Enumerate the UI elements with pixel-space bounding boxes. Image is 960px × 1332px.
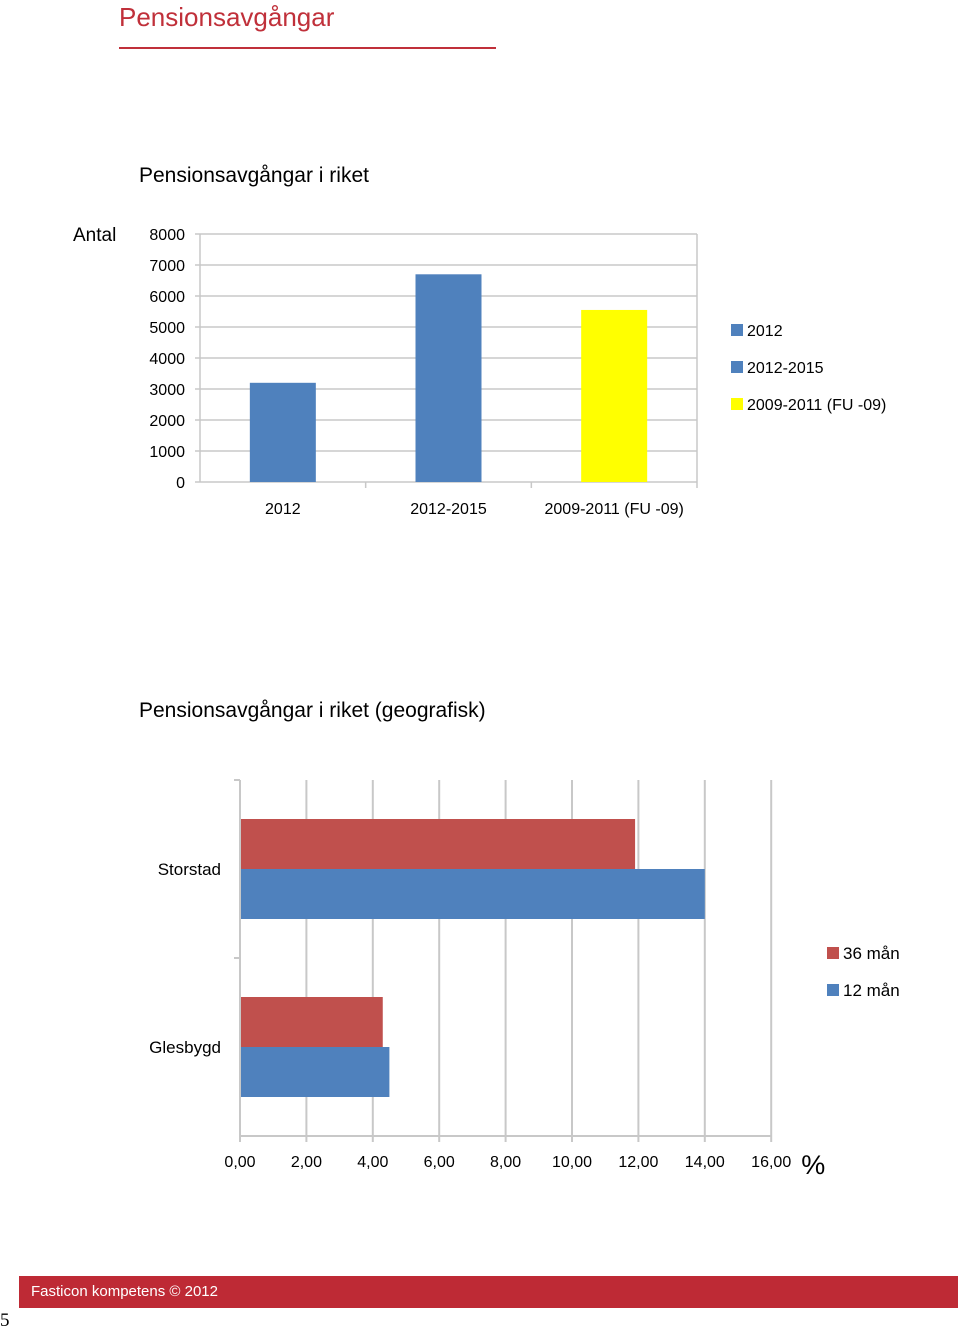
legend-label: 2009-2011 (FU -09) (747, 397, 886, 414)
bar (249, 382, 316, 482)
footer-text: Fasticon kompetens © 2012 (31, 1283, 218, 1300)
chart1-svg: 0 1000 2000 3000 4000 5000 6000 7000 8000 Antal 20… (73, 225, 886, 518)
x-tick-label: 2,00 (291, 1154, 322, 1171)
category-label: Glesbygd (149, 1038, 221, 1057)
chart1-title: Pensionsavgångar i riket (139, 164, 369, 187)
bar (241, 869, 705, 919)
bar (581, 309, 648, 482)
y-tick-label: 7000 (149, 258, 185, 275)
bar (241, 997, 383, 1047)
legend-label: 12 mån (843, 981, 900, 1000)
bar (241, 819, 636, 869)
legend-label: 2012-2015 (747, 360, 824, 377)
page-heading: Pensionsavgångar (119, 2, 335, 32)
x-tick-label: 12,00 (618, 1154, 658, 1171)
legend-swatch (731, 361, 743, 373)
y-tick-label: 1000 (149, 444, 185, 461)
chart2-title: Pensionsavgångar i riket (geografisk) (139, 699, 486, 722)
x-tick-label: 2012 (265, 501, 301, 518)
chart2-svg: 0,00 2,00 4,00 6,00 8,00 10,00 12,00 14,00 16,00… (149, 779, 900, 1180)
heading-underline (119, 47, 496, 49)
legend-swatch (827, 984, 839, 996)
legend-swatch (731, 324, 743, 336)
x-tick-label: 2012-2015 (410, 501, 487, 518)
y-tick-label: 5000 (149, 320, 185, 337)
x-tick-label: 4,00 (357, 1154, 388, 1171)
legend-label: 36 mån (843, 944, 900, 963)
y-tick-label: 4000 (149, 351, 185, 368)
category-label: Storstad (158, 860, 221, 879)
x-tick-label: 16,00 (751, 1154, 791, 1171)
x-tick-label: 8,00 (490, 1154, 521, 1171)
x-tick-label: 14,00 (685, 1154, 725, 1171)
legend-label: 2012 (747, 323, 783, 340)
x-tick-label: 10,00 (552, 1154, 592, 1171)
y-tick-label: 8000 (149, 227, 185, 244)
y-tick-label: 6000 (149, 289, 185, 306)
x-tick-label: 2009-2011 (FU -09) (545, 501, 684, 518)
y-axis-label: Antal (73, 225, 116, 246)
x-tick-label: 6,00 (424, 1154, 455, 1171)
footer-bar: Fasticon kompetens © 2012 (19, 1276, 958, 1308)
bar (241, 1047, 390, 1097)
legend-swatch (827, 947, 839, 959)
legend-swatch (731, 398, 743, 410)
page-number: 5 (0, 1310, 10, 1331)
y-tick-label: 3000 (149, 382, 185, 399)
x-tick-label: 0,00 (224, 1154, 255, 1171)
y-tick-label: 0 (176, 475, 185, 492)
x-axis-unit: % (801, 1150, 825, 1180)
bar (415, 274, 482, 482)
y-tick-label: 2000 (149, 413, 185, 430)
